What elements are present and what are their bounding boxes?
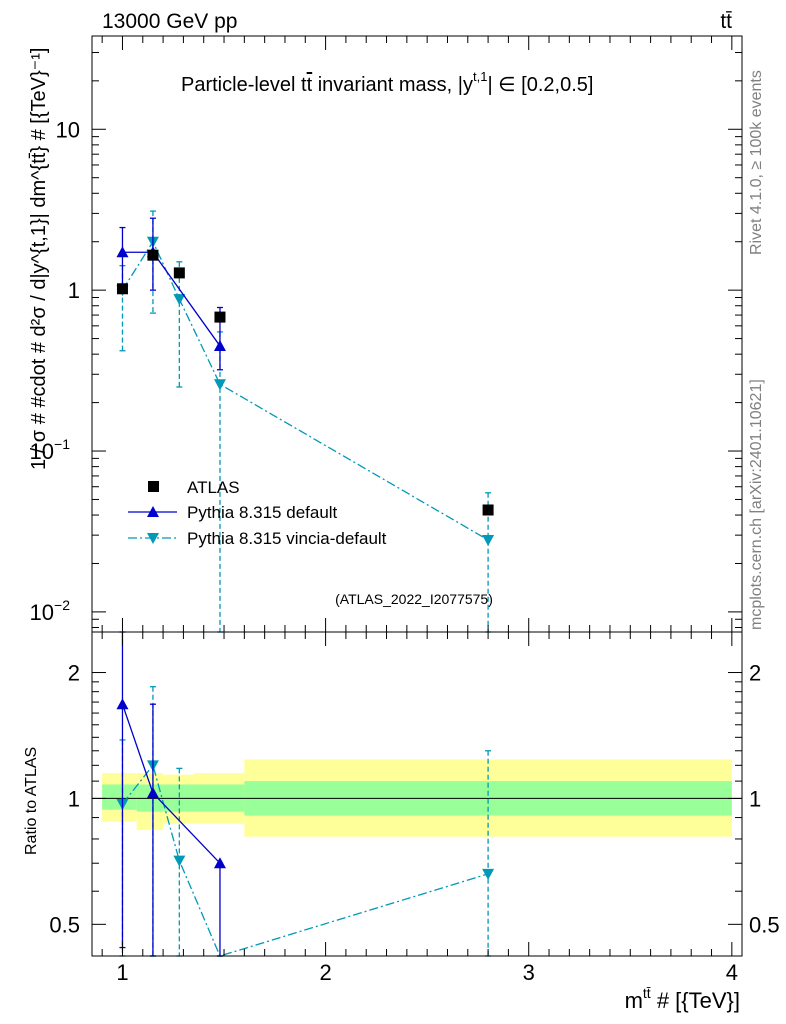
legend-marker-pythia-default: [147, 506, 159, 517]
main-y-axis-label: 1 / σ # #cdot # d²σ / d|y^{t,1}| dm^{tt̄…: [28, 48, 50, 470]
ratio-y-axis-label: Ratio to ATLAS: [23, 747, 40, 855]
legend-marker-pythia-vincia: [147, 533, 159, 544]
main-y-tick-label: 10: [56, 117, 80, 142]
main-panel: 10−2 10−1 1 10 Particle-level tt invariant …: [28, 35, 743, 633]
main-point-pythia-default: [116, 246, 129, 258]
ratio-y-tick-label: 1: [68, 786, 80, 811]
ratio-panel-frame: [91, 631, 743, 957]
header-collision: 13000 GeV pp: [102, 10, 237, 33]
main-plot-area: [116, 210, 495, 633]
ratio-panel: 0.5 0.5 1 1 2 2 1 2 3 4 Ratio to ATLAS mtt̄ # [{…: [23, 631, 780, 1013]
main-point-atlas: [147, 249, 159, 261]
x-tick-label: 2: [319, 960, 331, 985]
ratio-x-ticks: 1 2 3 4: [101, 632, 738, 985]
main-title: Particle-level tt invariant mass, |yt,1|…: [181, 69, 593, 96]
ratio-point-pythia-default: [116, 698, 129, 710]
x-tick-label: 3: [523, 960, 535, 985]
side-label-mcplots: mcplots.cern.ch [arXiv:2401.10621]: [748, 379, 765, 630]
ratio-y-tick-label-right: 2: [749, 661, 761, 686]
ratio-point-pythia-default: [213, 857, 226, 869]
ratio-y-ticks: 0.5 0.5 1 1 2 2: [49, 661, 779, 938]
main-y-tick-label: 10−2: [30, 597, 71, 625]
main-point-atlas: [173, 267, 185, 279]
main-x-ticks: [101, 36, 733, 632]
main-point-atlas: [116, 283, 128, 295]
ratio-point-pythia-vincia: [173, 855, 186, 867]
x-axis-label: mtt̄ # [{TeV}]: [625, 985, 740, 1013]
legend-marker-atlas: [148, 481, 159, 492]
main-y-tick-label: 10−1: [30, 436, 71, 464]
ratio-y-tick-label: 2: [68, 661, 80, 686]
main-point-pythia-vincia: [482, 534, 495, 546]
ratio-y-tick-label-right: 1: [749, 786, 761, 811]
legend-label-pythia-default: Pythia 8.315 default: [187, 503, 338, 522]
main-point-atlas: [482, 504, 494, 516]
main-y-tick-label: 1: [68, 278, 80, 303]
main-line-pythia-default: [122, 251, 221, 347]
ratio-band-inner: [102, 784, 137, 810]
ratio-y-tick-label-right: 0.5: [749, 912, 780, 937]
legend: ATLAS Pythia 8.315 default Pythia 8.315 …: [128, 478, 387, 548]
main-point-pythia-default: [213, 339, 226, 351]
x-tick-label: 4: [726, 960, 738, 985]
main-point-pythia-vincia: [173, 294, 186, 306]
ratio-plot-area: [92, 631, 742, 957]
x-tick-label: 1: [116, 960, 128, 985]
main-y-ticks: 10−2 10−1 1 10: [30, 52, 742, 628]
header-process: tt̄: [720, 10, 732, 33]
watermark: (ATLAS_2022_I2077575): [335, 591, 493, 607]
side-label-rivet: Rivet 4.1.0, ≥ 100k events: [748, 70, 765, 255]
ratio-point-pythia-default: [146, 787, 159, 799]
legend-label-pythia-vincia: Pythia 8.315 vincia-default: [187, 529, 387, 548]
ratio-point-pythia-vincia: [482, 868, 495, 880]
ratio-y-tick-label: 0.5: [49, 912, 80, 937]
legend-label-atlas: ATLAS: [187, 478, 240, 497]
main-point-pythia-vincia: [213, 379, 226, 391]
main-point-atlas: [214, 311, 226, 323]
